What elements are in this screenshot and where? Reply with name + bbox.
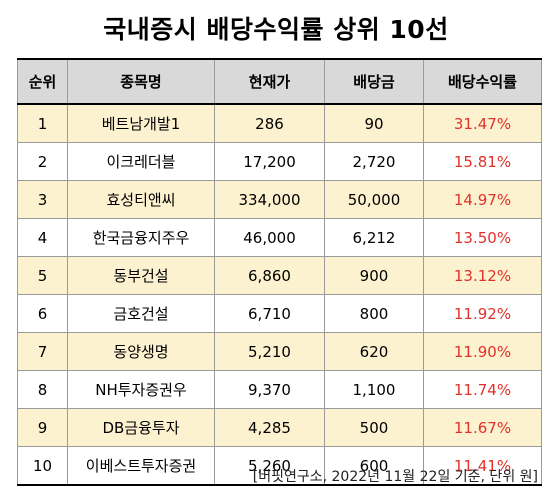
rank-cell: 7 (17, 332, 68, 371)
stock-name-cell: 효성티앤씨 (67, 180, 215, 219)
table-row: 6 금호건설 6,710 800 11.92% (17, 294, 542, 333)
rank-cell: 8 (17, 370, 68, 409)
dividend-cell: 800 (324, 294, 424, 333)
yield-cell: 13.12% (423, 256, 542, 295)
price-cell: 5,210 (214, 332, 325, 371)
dividend-cell: 600 (324, 446, 424, 486)
yield-cell: 11.92% (423, 294, 542, 333)
price-cell: 6,860 (214, 256, 325, 295)
stock-name-cell: 동부건설 (67, 256, 215, 295)
price-cell: 9,370 (214, 370, 325, 409)
dividend-cell: 620 (324, 332, 424, 371)
header-rank: 순위 (17, 58, 68, 105)
table-row: 5 동부건설 6,860 900 13.12% (17, 256, 542, 295)
dividend-cell: 90 (324, 103, 424, 143)
dividend-cell: 50,000 (324, 180, 424, 219)
header-dividend: 배당금 (324, 58, 424, 105)
dividend-cell: 1,100 (324, 370, 424, 409)
price-cell: 17,200 (214, 142, 325, 181)
yield-cell: 31.47% (423, 103, 542, 143)
dividend-cell: 6,212 (324, 218, 424, 257)
stock-name-cell: DB금융투자 (67, 408, 215, 447)
yield-cell: 14.97% (423, 180, 542, 219)
rank-cell: 4 (17, 218, 68, 257)
table-header-row: 순위 종목명 현재가 배당금 배당수익률 (17, 58, 542, 105)
table-row: 10 이베스트투자증권 5,260 600 11.41% (17, 446, 542, 486)
rank-cell: 6 (17, 294, 68, 333)
stock-name-cell: NH투자증권우 (67, 370, 215, 409)
table-row: 7 동양생명 5,210 620 11.90% (17, 332, 542, 371)
dividend-cell: 500 (324, 408, 424, 447)
stock-name-cell: 이베스트투자증권 (67, 446, 215, 486)
yield-cell: 11.90% (423, 332, 542, 371)
stock-name-cell: 베트남개발1 (67, 103, 215, 143)
rank-cell: 9 (17, 408, 68, 447)
yield-cell: 11.41% (423, 446, 542, 486)
dividend-yield-table: 순위 종목명 현재가 배당금 배당수익률 1 베트남개발1 286 90 31.… (17, 58, 542, 486)
table-row: 3 효성티앤씨 334,000 50,000 14.97% (17, 180, 542, 219)
yield-cell: 15.81% (423, 142, 542, 181)
price-cell: 286 (214, 103, 325, 143)
stock-name-cell: 동양생명 (67, 332, 215, 371)
table-row: 1 베트남개발1 286 90 31.47% (17, 103, 542, 143)
source-note: [버핏연구소, 2022년 11월 22일 기준, 단위 원] (252, 469, 538, 485)
header-current-price: 현재가 (214, 58, 325, 105)
table-row: 9 DB금융투자 4,285 500 11.67% (17, 408, 542, 447)
dividend-cell: 2,720 (324, 142, 424, 181)
price-cell: 334,000 (214, 180, 325, 219)
rank-cell: 3 (17, 180, 68, 219)
header-stock-name: 종목명 (67, 58, 215, 105)
rank-cell: 5 (17, 256, 68, 295)
stock-name-cell: 금호건설 (67, 294, 215, 333)
price-cell: 4,285 (214, 408, 325, 447)
table-row: 8 NH투자증권우 9,370 1,100 11.74% (17, 370, 542, 409)
stock-name-cell: 한국금융지주우 (67, 218, 215, 257)
table-row: 2 이크레더블 17,200 2,720 15.81% (17, 142, 542, 181)
table-row: 4 한국금융지주우 46,000 6,212 13.50% (17, 218, 542, 257)
page-title: 국내증시 배당수익률 상위 10선 (103, 15, 449, 44)
yield-cell: 13.50% (423, 218, 542, 257)
rank-cell: 1 (17, 103, 68, 143)
yield-cell: 11.67% (423, 408, 542, 447)
rank-cell: 10 (17, 446, 68, 486)
rank-cell: 2 (17, 142, 68, 181)
price-cell: 46,000 (214, 218, 325, 257)
price-cell: 6,710 (214, 294, 325, 333)
dividend-cell: 900 (324, 256, 424, 295)
stock-name-cell: 이크레더블 (67, 142, 215, 181)
yield-cell: 11.74% (423, 370, 542, 409)
header-dividend-yield: 배당수익률 (423, 58, 542, 105)
